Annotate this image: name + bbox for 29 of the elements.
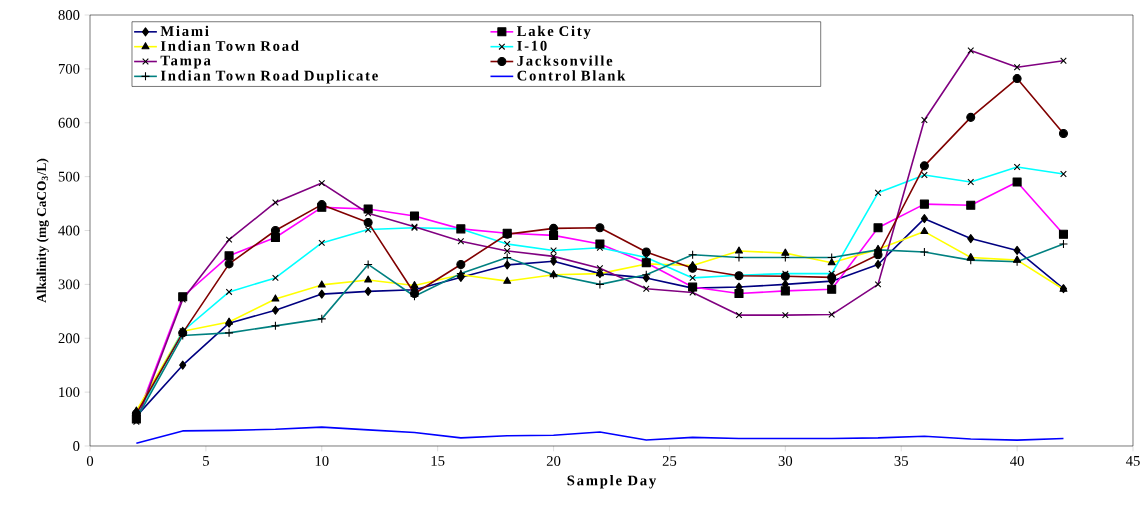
y-tick-label: 100	[59, 387, 80, 398]
x-axis-title: Sample Day	[567, 475, 657, 489]
x-tick-label: 5	[203, 456, 209, 466]
x-tick-label: 0	[86, 456, 94, 466]
x-tick-label: 30	[778, 456, 793, 466]
y-tick-label: 800	[58, 10, 80, 20]
legend-label: I-10	[517, 40, 547, 51]
legend-label: Miami	[160, 25, 209, 37]
y-tick-label: 700	[58, 63, 80, 74]
legend-label: Lake City	[516, 25, 591, 40]
x-tick-label: 35	[894, 456, 908, 466]
y-tick-label: 300	[58, 279, 80, 290]
legend-label: Tampa	[160, 55, 211, 69]
y-tick-label: 0	[73, 441, 80, 451]
x-tick-label: 40	[1010, 456, 1024, 466]
x-tick-label: 45	[1125, 456, 1140, 466]
y-axis-title: Alkalinity (mg CaCO$_{3}$/L)	[36, 158, 49, 303]
legend-label: Control Blank	[517, 70, 626, 81]
y-tick-label: 400	[58, 225, 80, 236]
x-tick-label: 25	[662, 456, 677, 466]
x-tick-label: 10	[315, 456, 329, 466]
legend-label: Indian Town Road Duplicate	[160, 70, 378, 84]
y-tick-label: 500	[58, 171, 80, 182]
legend-label: Indian Town Road	[160, 40, 299, 51]
x-tick-label: 15	[431, 456, 445, 466]
y-tick-label: 200	[58, 333, 80, 344]
y-tick-label: 600	[58, 117, 80, 128]
x-tick-label: 20	[546, 456, 561, 466]
legend-label: Jacksonville	[517, 55, 613, 66]
